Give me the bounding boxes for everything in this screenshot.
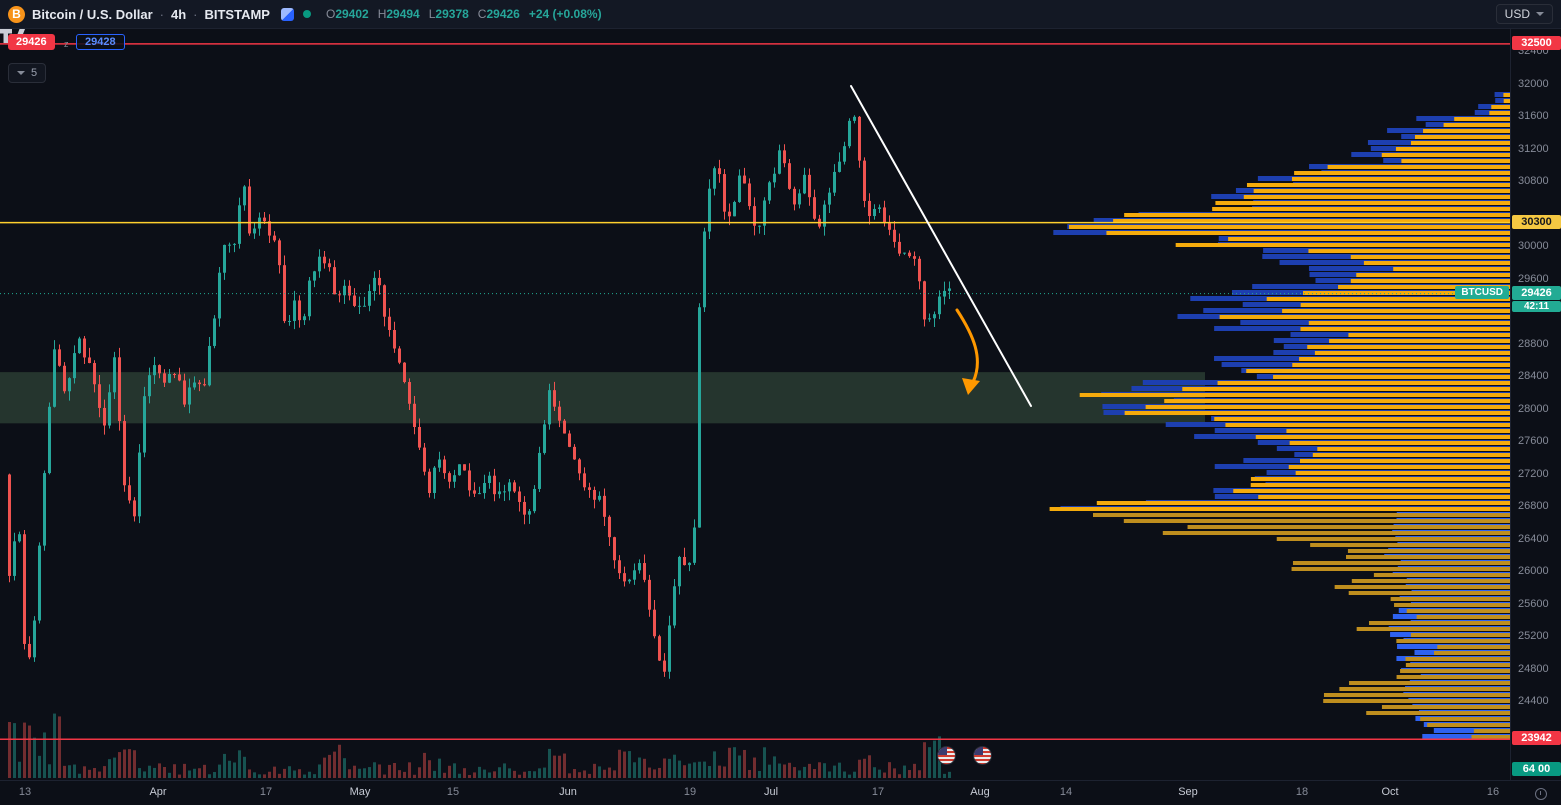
time-axis-label: 17 <box>259 786 273 798</box>
time-axis-label: Apr <box>149 786 167 798</box>
bar-countdown-badge: 42:11 <box>1512 300 1561 312</box>
bitcoin-logo-icon: B <box>8 5 25 23</box>
high-label: H <box>377 7 387 21</box>
low-value: 29378 <box>435 7 469 21</box>
close-label: C <box>477 7 487 21</box>
chart-canvas[interactable] <box>0 28 1510 780</box>
price-tick-label: 31600 <box>1518 110 1549 122</box>
price-tick-label: 24400 <box>1518 695 1549 707</box>
alert-level-badge-top: 32500 <box>1512 35 1561 50</box>
price-tick-label: 31200 <box>1518 142 1549 155</box>
compare-icon[interactable] <box>280 7 294 21</box>
ohlc-readout: O29402 H29494 L29378 C29426 +24 (+0.08%) <box>326 7 602 21</box>
time-axis-label: 15 <box>446 786 460 798</box>
exchange-label[interactable]: BITSTAMP <box>204 6 270 22</box>
indicator-count: 5 <box>31 67 38 79</box>
separator-dot: · <box>193 6 198 22</box>
price-tick-label: 27600 <box>1518 435 1549 447</box>
ask-price-tag[interactable]: 29428 <box>76 34 125 50</box>
price-tick-label: 25200 <box>1518 630 1549 642</box>
price-tick-label: 25600 <box>1518 597 1549 610</box>
market-status-icon <box>302 10 311 18</box>
spread-label: z <box>64 39 69 49</box>
price-tick-label: 26000 <box>1518 565 1549 577</box>
close-value: 29426 <box>486 7 520 21</box>
last-price-badge: 29426 <box>1512 285 1561 300</box>
price-tick-label: 28000 <box>1518 402 1549 415</box>
yellow-level-badge: 30300 <box>1512 214 1561 229</box>
economic-event-us-icon[interactable] <box>938 747 955 764</box>
time-axis-label: 13 <box>18 786 32 798</box>
time-axis-label: Oct <box>1381 786 1399 798</box>
legend-collapse-button[interactable]: 5 <box>8 63 47 83</box>
time-axis-label: May <box>349 786 371 798</box>
chart-header: B Bitcoin / U.S. Dollar · 4h · BITSTAMP … <box>0 0 1561 29</box>
time-axis-label: 18 <box>1295 786 1309 798</box>
time-axis-label: Aug <box>970 786 990 798</box>
price-lines[interactable] <box>0 43 1510 740</box>
symbol-title[interactable]: Bitcoin / U.S. Dollar <box>32 6 153 22</box>
currency-label: USD <box>1504 7 1530 21</box>
separator-dot: · <box>159 6 164 22</box>
volume-value-badge: 64 00 <box>1512 762 1561 776</box>
economic-event-us-icon[interactable] <box>974 747 991 764</box>
time-axis-label: 16 <box>1486 786 1500 798</box>
price-tick-label: 27200 <box>1518 467 1549 480</box>
trendline-drawing[interactable] <box>850 85 1032 407</box>
price-tick-label: 29600 <box>1518 272 1549 285</box>
time-axis-label: Jul <box>763 786 779 798</box>
timezone-clock-icon[interactable] <box>1535 788 1547 800</box>
volume-profile-indicator[interactable] <box>1049 92 1510 739</box>
chevron-down-icon <box>1536 12 1544 16</box>
high-value: 29494 <box>386 7 420 21</box>
time-axis-label: Jun <box>559 786 577 798</box>
time-axis-label: 17 <box>871 786 885 798</box>
change-value: +24 (+0.08%) <box>528 7 602 21</box>
price-tick-label: 30800 <box>1518 175 1549 187</box>
time-axis[interactable]: 13 Apr 17 May 15 Jun 19 Jul 17 Aug 14 Sep 18 Oct 16 <box>0 780 1561 805</box>
price-tick-label: 30000 <box>1518 240 1549 252</box>
open-label: O <box>325 7 336 21</box>
currency-selector[interactable]: USD <box>1495 4 1553 24</box>
low-label: L <box>428 7 436 21</box>
chevron-down-icon <box>17 71 25 75</box>
alert-level-badge-bottom: 23942 <box>1512 731 1561 746</box>
time-axis-label: 14 <box>1059 786 1073 798</box>
interval-label[interactable]: 4h <box>170 6 187 22</box>
price-tick-label: 26800 <box>1518 500 1549 512</box>
bid-price-tag[interactable]: 29426 <box>8 34 55 50</box>
time-axis-label: 19 <box>683 786 697 798</box>
price-tick-label: 28400 <box>1518 370 1549 382</box>
price-tick-label: 24800 <box>1518 662 1549 675</box>
price-tick-label: 26400 <box>1518 532 1549 545</box>
open-value: 29402 <box>335 7 369 21</box>
demand-zone-drawing[interactable] <box>0 372 1205 424</box>
arrow-drawing[interactable] <box>955 308 980 395</box>
price-tick-label: 32000 <box>1518 77 1549 90</box>
time-axis-label: Sep <box>1178 786 1198 798</box>
price-tick-label: 28800 <box>1518 337 1549 350</box>
volume-series <box>8 713 951 778</box>
chart-pane[interactable]: 29426 z 29428 5 BTCUSD <box>0 28 1510 780</box>
price-axis[interactable]: 32500 30300 29426 42:11 23942 64 00 3240… <box>1510 28 1561 780</box>
last-price-symbol-badge: BTCUSD <box>1455 285 1509 299</box>
